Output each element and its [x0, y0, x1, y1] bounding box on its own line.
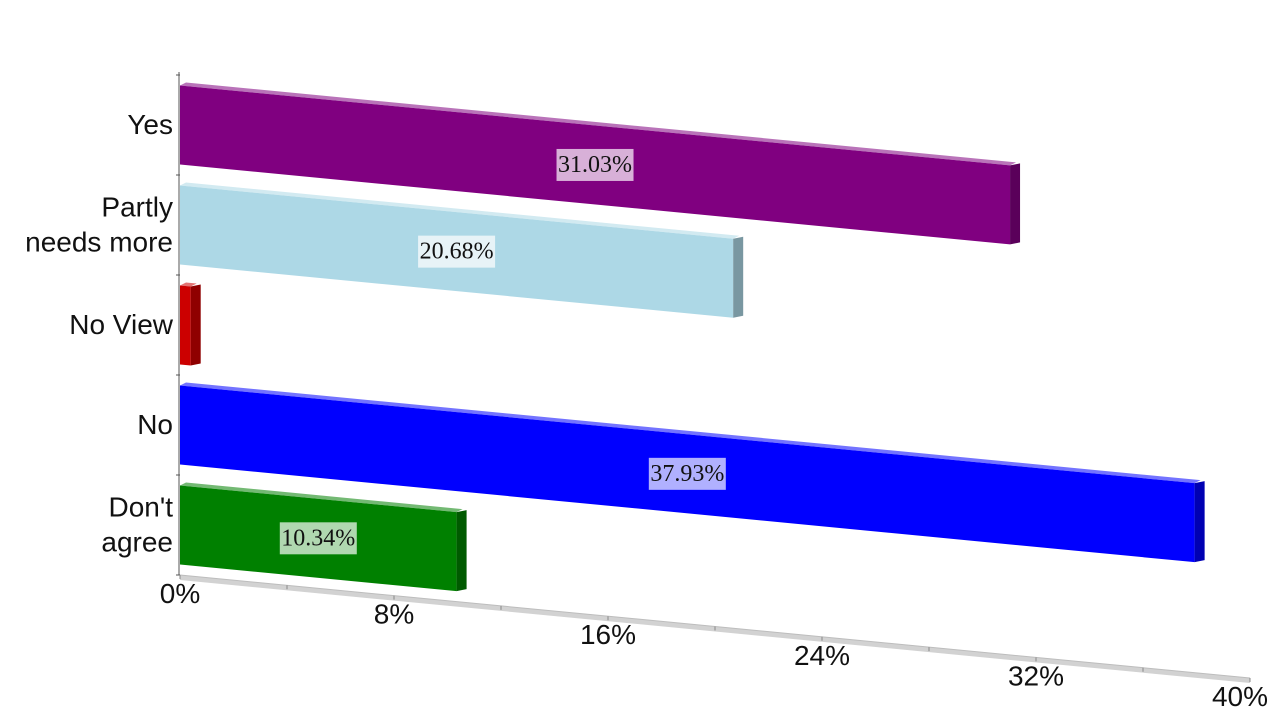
bar-top-face — [180, 82, 1017, 166]
bar-end-face — [1010, 163, 1021, 245]
data-label: 31.03% — [558, 152, 632, 178]
category-label: Don't agree — [101, 492, 173, 558]
bar-top-face — [180, 282, 197, 287]
category-label-line: No — [137, 409, 173, 440]
data-label-box — [279, 522, 357, 555]
x-tick-label: 24% — [794, 640, 850, 671]
bar-top-face — [180, 482, 463, 513]
category-label-line: No View — [69, 309, 174, 340]
data-label-box — [556, 148, 634, 181]
x-tick-label: 16% — [580, 619, 636, 650]
category-label-line: Yes — [127, 109, 173, 140]
bar-end-face — [456, 510, 467, 592]
bar-front-face — [180, 285, 191, 366]
data-label-box — [418, 235, 496, 268]
category-label-line: Don't — [109, 492, 174, 523]
bar-end-face — [190, 284, 201, 366]
bar — [180, 282, 201, 366]
bar-end-face — [733, 236, 744, 318]
category-label: No — [137, 409, 173, 440]
category-label: Partly needs more — [25, 192, 173, 258]
category-label: Yes — [127, 109, 173, 140]
data-label-box — [648, 457, 726, 490]
bar-top-face — [180, 382, 1201, 484]
category-label-line: agree — [101, 527, 173, 558]
data-label: 37.93% — [650, 461, 724, 487]
x-tick-label: 8% — [374, 599, 414, 630]
data-label: 20.68% — [420, 239, 494, 265]
data-label: 10.34% — [281, 525, 355, 551]
x-tick-label: 40% — [1212, 681, 1268, 712]
bar-end-face — [1194, 481, 1205, 563]
bar-top-face — [180, 182, 740, 239]
category-label-line: Partly — [101, 192, 173, 223]
category-label-line: needs more — [25, 227, 173, 258]
category-label: No View — [69, 309, 174, 340]
x-tick-label: 32% — [1008, 660, 1064, 691]
x-tick-label: 0% — [160, 578, 200, 609]
